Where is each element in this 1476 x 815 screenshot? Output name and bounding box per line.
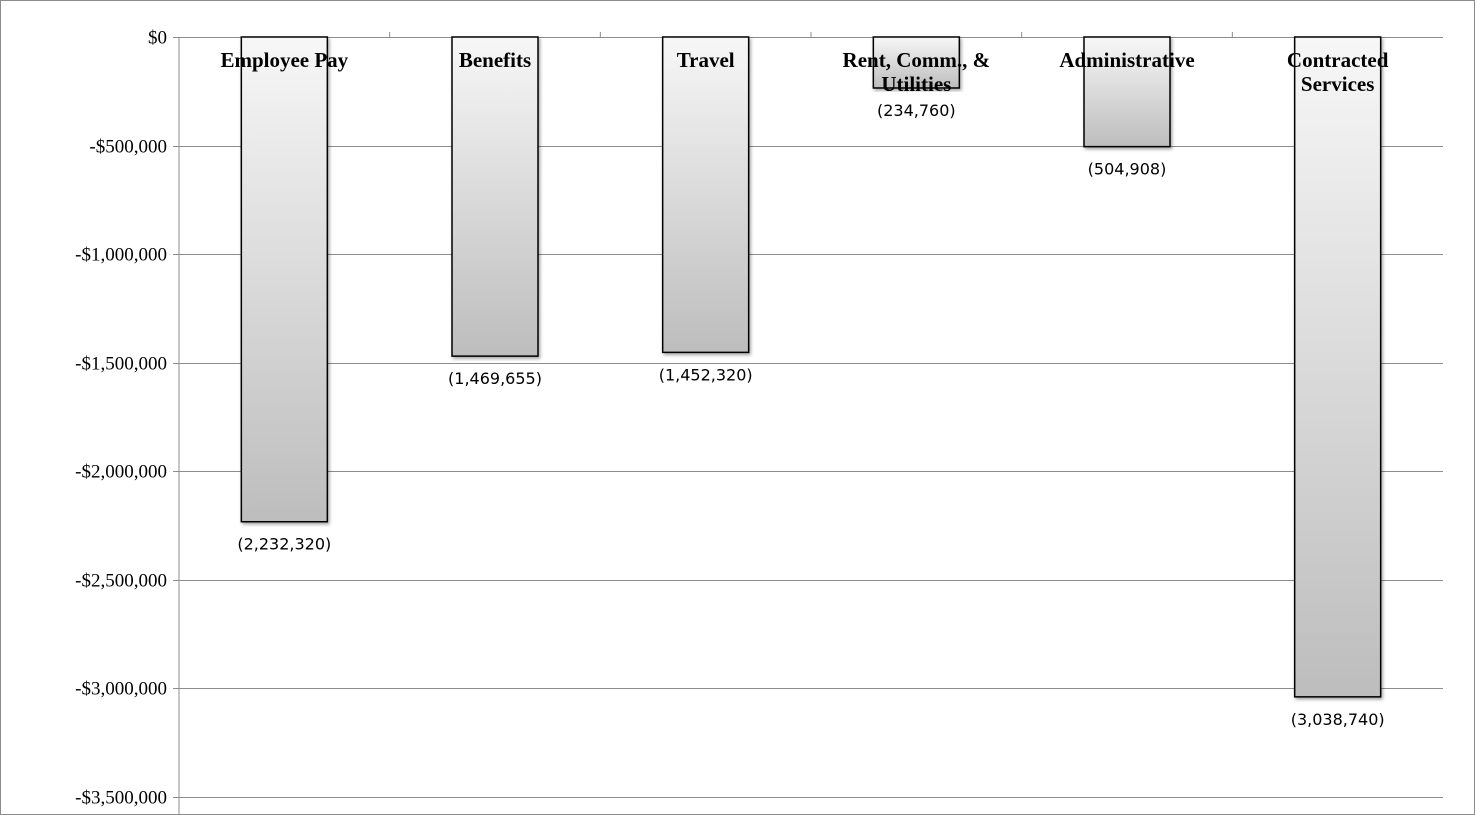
y-tick-label: -$3,500,000 bbox=[75, 788, 167, 809]
y-tick-label: -$2,000,000 bbox=[75, 462, 167, 483]
bar bbox=[661, 36, 750, 354]
bar bbox=[1083, 36, 1171, 148]
y-tick-label: $0 bbox=[148, 28, 167, 49]
y-tick-label: -$2,500,000 bbox=[75, 571, 167, 592]
data-label: (234,760) bbox=[877, 101, 956, 120]
category-label: Employee Pay bbox=[220, 48, 348, 72]
data-label: (504,908) bbox=[1088, 160, 1167, 179]
data-label: (1,469,655) bbox=[448, 369, 542, 388]
category-label: Services bbox=[1301, 72, 1374, 96]
y-tick-label: -$500,000 bbox=[89, 137, 167, 158]
bars bbox=[240, 36, 1382, 698]
category-label: Administrative bbox=[1059, 48, 1194, 72]
y-tick-label: -$3,000,000 bbox=[75, 679, 167, 700]
bar bbox=[1293, 36, 1382, 698]
bar bbox=[872, 36, 961, 89]
category-label: Benefits bbox=[459, 48, 531, 72]
category-label: Travel bbox=[677, 48, 735, 72]
data-label: (1,452,320) bbox=[659, 365, 753, 384]
bar bbox=[240, 36, 329, 523]
category-label: Utilities bbox=[881, 72, 951, 96]
data-label: (2,232,320) bbox=[237, 535, 331, 554]
gridlines bbox=[173, 32, 1443, 815]
y-tick-label: -$1,000,000 bbox=[75, 245, 167, 266]
category-label: Contracted bbox=[1287, 48, 1389, 72]
y-tick-label: -$1,500,000 bbox=[75, 354, 167, 375]
labels: $0 -$500,000 -$1,000,000 -$1,500,000 -$2,000… bbox=[75, 28, 1389, 809]
category-label: Rent, Comm., & bbox=[843, 48, 991, 72]
data-label: (3,038,740) bbox=[1291, 710, 1385, 729]
bar bbox=[451, 36, 539, 357]
